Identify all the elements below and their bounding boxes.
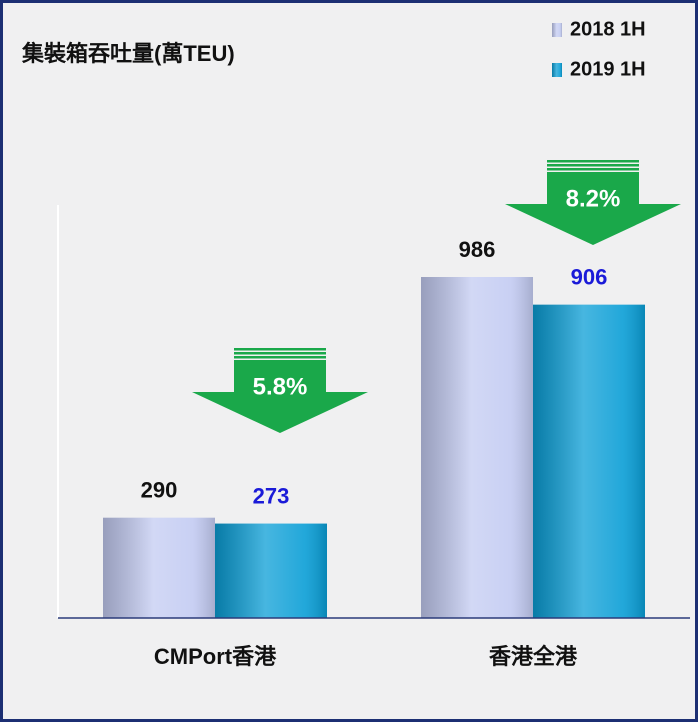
arrow-head [192, 392, 368, 433]
bar-shade [421, 277, 533, 618]
arrow-body [547, 172, 639, 204]
annotation: 8.2% [566, 185, 621, 212]
chart-title: 集裝箱吞吐量(萬TEU) [21, 41, 235, 66]
arrow-stripe [234, 356, 326, 359]
data-label: 290 [141, 478, 178, 503]
data-label: 986 [459, 237, 496, 262]
arrow-body [234, 360, 326, 392]
arrow-stripe [547, 164, 639, 167]
bar-shade [533, 304, 645, 618]
data-label: 273 [253, 483, 290, 508]
legend-label: 2019 1H [570, 58, 646, 80]
annotation: 5.8% [253, 373, 308, 400]
arrow-stripe [547, 160, 639, 163]
legend-swatch-shade [552, 23, 562, 37]
arrow-stripe [234, 352, 326, 355]
data-label: 906 [571, 264, 608, 289]
x-tick-label: CMPort香港 [154, 644, 277, 669]
arrow-stripe [547, 168, 639, 171]
arrow-head [505, 204, 681, 245]
arrow-stripe [234, 348, 326, 351]
x-tick-label: 香港全港 [489, 644, 578, 669]
bar-shade [215, 523, 327, 618]
bar-shade [103, 517, 215, 618]
legend-swatch-shade [552, 63, 562, 77]
legend-label: 2018 1H [570, 18, 646, 40]
